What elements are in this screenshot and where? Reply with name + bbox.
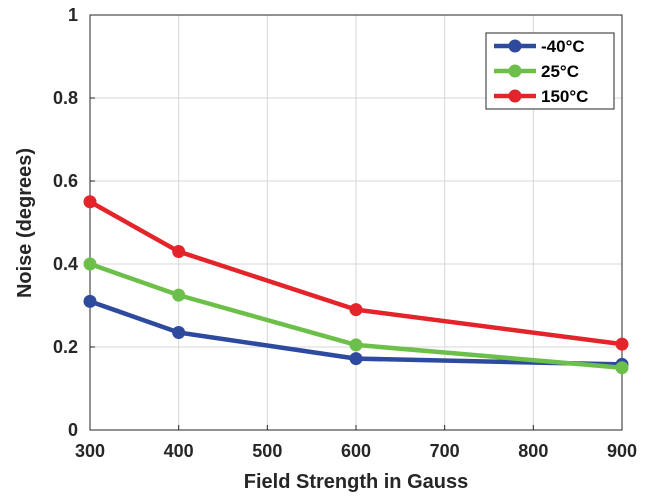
legend-marker	[508, 89, 522, 103]
legend-label: -40°C	[541, 37, 585, 56]
data-point	[172, 325, 186, 339]
axes: 300 400 500 600 700 800 900 0 0.2 0.4 0.6 0.8 1	[53, 5, 637, 461]
y-tick-label: 0.2	[53, 337, 78, 357]
x-tick-label: 900	[607, 441, 637, 461]
data-point	[83, 257, 97, 271]
data-point	[349, 352, 363, 366]
x-tick-label: 500	[252, 441, 282, 461]
series-line	[88, 199, 623, 347]
y-tick-label: 0	[68, 420, 78, 440]
x-tick-label: 800	[518, 441, 548, 461]
x-tick-label: 300	[75, 441, 105, 461]
data-point	[615, 337, 629, 351]
legend-marker	[508, 64, 522, 78]
axis-frame	[89, 14, 623, 431]
series-line	[89, 261, 623, 370]
legend-label: 25°C	[541, 62, 579, 81]
x-tick-label: 700	[430, 441, 460, 461]
series-2	[83, 195, 629, 351]
x-tick-label: 400	[164, 441, 194, 461]
y-tick-label: 0.8	[53, 88, 78, 108]
data-point	[172, 245, 186, 259]
data-point	[349, 338, 363, 352]
data-point	[172, 288, 186, 302]
x-tick-label: 600	[341, 441, 371, 461]
y-tick-label: 0.4	[53, 254, 78, 274]
data-point	[615, 361, 629, 375]
data-series	[83, 195, 629, 375]
legend-item: -40°C	[494, 37, 585, 56]
series-1	[83, 257, 629, 375]
legend-item: 150°C	[494, 87, 588, 106]
x-axis-title: Field Strength in Gauss	[244, 471, 468, 493]
data-point	[83, 294, 97, 308]
y-tick-label: 1	[68, 5, 78, 25]
series-line	[89, 299, 623, 367]
data-point	[349, 303, 363, 317]
legend-item: 25°C	[494, 62, 579, 81]
legend-marker	[508, 39, 522, 53]
legend: -40°C 25°C 150°C	[485, 32, 615, 110]
y-axis-title: Noise (degrees)	[14, 148, 36, 298]
data-point	[83, 195, 97, 209]
y-tick-label: 0.6	[53, 171, 78, 191]
legend-label: 150°C	[541, 87, 588, 106]
